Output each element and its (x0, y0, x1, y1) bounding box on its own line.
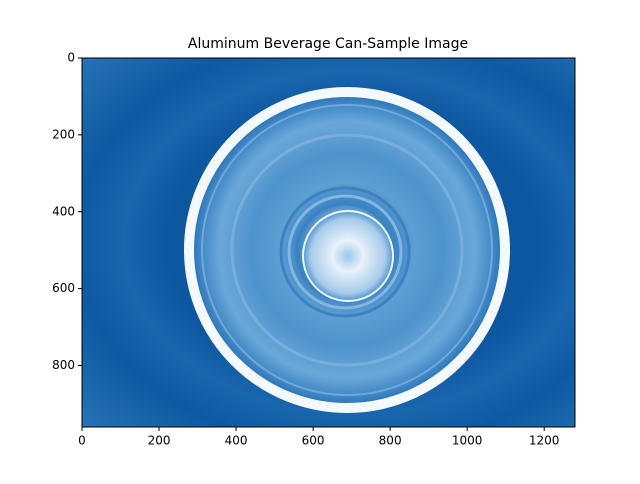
x-tick-label: 400 (225, 434, 248, 448)
chart-title: Aluminum Beverage Can-Sample Image (188, 36, 468, 52)
y-tick-label: 400 (52, 204, 75, 218)
x-tick-label: 200 (148, 434, 171, 448)
x-tick-label: 0 (78, 434, 86, 448)
x-tick-label: 1200 (529, 434, 560, 448)
y-tick-label: 800 (52, 358, 75, 372)
y-tick-label: 200 (52, 127, 75, 141)
x-tick-label: 600 (302, 434, 325, 448)
y-tick-label: 0 (67, 51, 75, 65)
x-tick-label: 1000 (452, 434, 483, 448)
x-tick-label: 800 (379, 434, 402, 448)
axes-frame (81, 57, 576, 428)
y-tick-label: 600 (52, 281, 75, 295)
